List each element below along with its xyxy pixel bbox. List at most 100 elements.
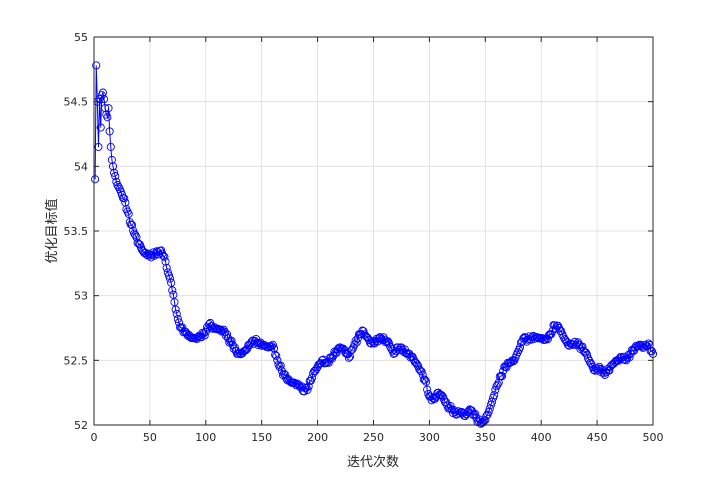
y-tick-label: 53 xyxy=(74,290,88,303)
data-point xyxy=(110,168,119,177)
data-point xyxy=(168,286,177,295)
x-tick-label: 400 xyxy=(531,431,552,444)
data-point xyxy=(418,370,427,379)
data-point xyxy=(491,385,500,394)
data-point xyxy=(389,349,398,358)
data-point xyxy=(98,88,107,97)
data-point xyxy=(348,345,357,354)
data-point xyxy=(351,336,360,345)
data-point xyxy=(247,337,256,346)
data-point xyxy=(161,257,170,266)
data-point xyxy=(173,314,182,324)
data-point xyxy=(345,352,355,361)
x-tick-label: 50 xyxy=(143,431,157,444)
data-point xyxy=(420,375,429,384)
data-point xyxy=(255,339,264,348)
data-point xyxy=(96,123,105,132)
y-tick-label: 52 xyxy=(74,419,88,432)
data-point xyxy=(269,344,279,353)
data-point xyxy=(105,127,114,136)
data-point xyxy=(471,409,480,419)
data-point xyxy=(479,418,488,427)
data-point xyxy=(124,209,133,218)
data-point xyxy=(108,162,118,171)
x-tick-label: 0 xyxy=(91,431,98,444)
data-point xyxy=(482,411,491,420)
data-point xyxy=(104,104,113,113)
x-tick-label: 200 xyxy=(307,431,328,444)
data-point xyxy=(421,377,431,386)
data-point xyxy=(268,340,277,349)
data-point xyxy=(92,61,101,70)
data-point xyxy=(222,330,232,339)
y-tick-label: 52.5 xyxy=(64,354,89,367)
data-point xyxy=(302,383,311,392)
data-point xyxy=(570,337,579,346)
data-point xyxy=(112,177,121,186)
data-point xyxy=(416,366,425,375)
data-point xyxy=(208,324,217,333)
y-tick-label: 54 xyxy=(74,160,88,173)
x-tick-label: 100 xyxy=(195,431,216,444)
data-point xyxy=(94,142,103,151)
data-point xyxy=(171,305,180,314)
data-point xyxy=(157,246,166,255)
data-point xyxy=(625,353,634,362)
data-point xyxy=(167,278,176,287)
x-tick-label: 150 xyxy=(251,431,272,444)
x-tick-label: 250 xyxy=(363,431,384,444)
data-point xyxy=(103,113,112,122)
x-tick-label: 450 xyxy=(587,431,608,444)
data-point xyxy=(350,340,359,349)
data-point xyxy=(581,348,590,357)
data-point xyxy=(199,329,208,338)
x-axis-ticks: 0 50 100 150 200 250 300 350 400 450 500 xyxy=(91,37,664,444)
data-point xyxy=(498,372,507,381)
data-point xyxy=(100,95,109,104)
y-axis-title: 优化目标值 xyxy=(44,198,60,263)
data-point xyxy=(437,391,446,400)
data-point xyxy=(216,325,225,334)
data-point xyxy=(159,251,168,260)
data-point xyxy=(165,274,175,283)
data-point xyxy=(91,175,100,184)
data-point xyxy=(385,339,394,348)
data-point xyxy=(383,337,393,346)
data-point xyxy=(368,337,377,346)
data-point xyxy=(605,366,614,375)
data-point xyxy=(521,333,530,342)
data-point xyxy=(200,331,209,340)
x-tick-label: 300 xyxy=(419,431,440,444)
data-point xyxy=(198,328,207,337)
data-point xyxy=(304,382,313,391)
data-point xyxy=(111,172,120,181)
y-tick-label: 53.5 xyxy=(64,225,89,238)
data-point xyxy=(228,340,237,349)
y-tick-label: 54.5 xyxy=(64,96,89,109)
data-point xyxy=(493,380,502,389)
data-point xyxy=(303,385,312,394)
data-point xyxy=(291,379,300,388)
data-point xyxy=(430,394,440,403)
data-point xyxy=(95,95,104,104)
data-point xyxy=(413,360,422,369)
data-point xyxy=(272,351,281,360)
data-point xyxy=(131,231,140,240)
x-axis-title: 迭代次数 xyxy=(347,454,399,470)
data-point xyxy=(113,181,122,190)
data-point xyxy=(565,341,574,350)
data-point xyxy=(114,182,123,192)
data-point xyxy=(344,353,353,362)
data-point xyxy=(227,336,236,345)
data-point xyxy=(484,407,493,417)
data-point xyxy=(455,409,464,418)
y-tick-label: 55 xyxy=(74,31,88,44)
data-point xyxy=(101,104,110,113)
data-point xyxy=(267,342,276,351)
data-point xyxy=(641,340,650,349)
data-point xyxy=(160,252,169,261)
data-point xyxy=(107,155,116,164)
data-point xyxy=(220,327,229,336)
data-point xyxy=(515,343,525,352)
